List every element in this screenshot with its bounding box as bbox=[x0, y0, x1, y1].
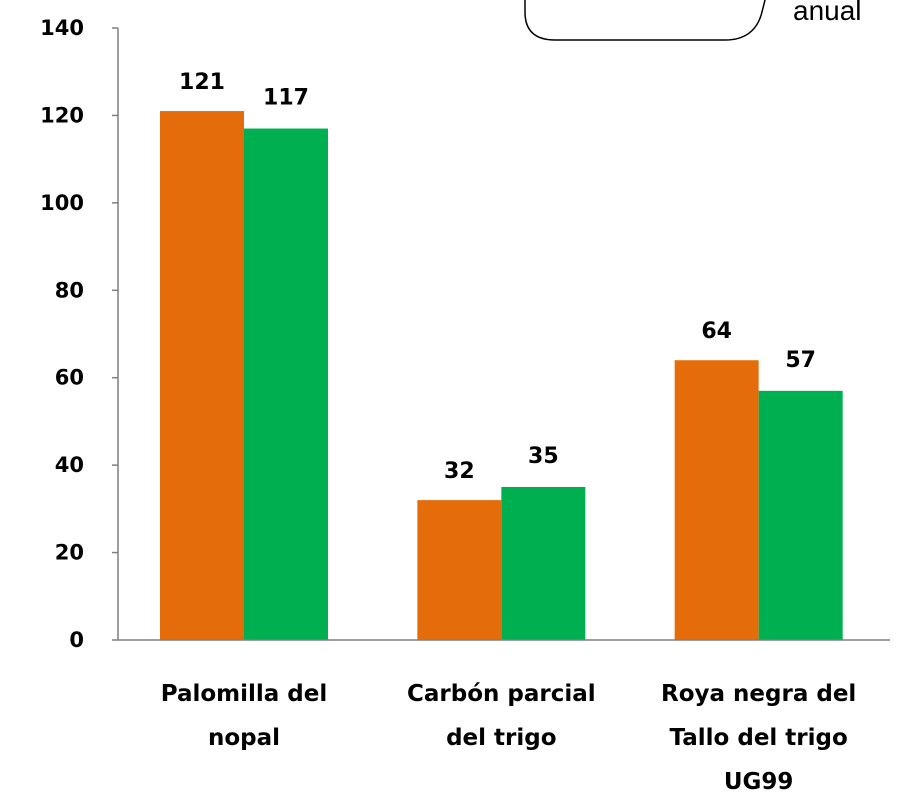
y-tick-label: 20 bbox=[55, 541, 84, 565]
bar bbox=[160, 111, 244, 641]
category-label: Roya negra del Tallo del trigo UG99 bbox=[661, 681, 856, 795]
category-label-line: Roya negra del bbox=[661, 681, 856, 707]
data-label: 64 bbox=[701, 319, 732, 344]
data-label: 57 bbox=[785, 348, 816, 373]
y-tick-label: 60 bbox=[55, 366, 84, 390]
data-label: 35 bbox=[528, 444, 559, 469]
y-tick-label: 100 bbox=[40, 191, 84, 215]
category-label-line: Palomilla del bbox=[161, 681, 328, 707]
y-axis: 0 20 40 60 80 100 120 140 bbox=[40, 16, 119, 652]
y-tick-label: 40 bbox=[55, 453, 84, 477]
y-tick-label: 80 bbox=[55, 278, 84, 302]
category-label-line: del trigo bbox=[446, 725, 556, 751]
category-label-line: Carbón parcial bbox=[407, 681, 596, 707]
bar bbox=[244, 128, 328, 641]
data-labels: 121 117 32 35 64 57 bbox=[179, 70, 816, 484]
data-label: 32 bbox=[444, 459, 475, 484]
category-label-line: Tallo del trigo bbox=[670, 725, 848, 751]
legend-text-fragment: anual bbox=[793, 0, 862, 26]
bar bbox=[501, 487, 586, 640]
category-label-line: UG99 bbox=[724, 769, 794, 795]
legend-box: anual bbox=[524, 0, 862, 41]
category-label: Carbón parcial del trigo bbox=[407, 681, 596, 751]
category-label-line: nopal bbox=[208, 725, 280, 751]
bars bbox=[160, 111, 843, 641]
bar bbox=[758, 390, 843, 640]
y-tick-label: 140 bbox=[40, 16, 84, 40]
y-tick-label: 120 bbox=[40, 103, 84, 127]
bar bbox=[417, 500, 502, 640]
data-label: 121 bbox=[179, 70, 225, 95]
legend-frame bbox=[524, 0, 766, 41]
category-label: Palomilla del nopal bbox=[161, 681, 328, 751]
y-tick-label: 0 bbox=[69, 628, 84, 652]
x-axis: Palomilla del nopal Carbón parcial del trig… bbox=[118, 639, 890, 795]
bar bbox=[674, 360, 759, 640]
data-label: 117 bbox=[263, 86, 309, 111]
